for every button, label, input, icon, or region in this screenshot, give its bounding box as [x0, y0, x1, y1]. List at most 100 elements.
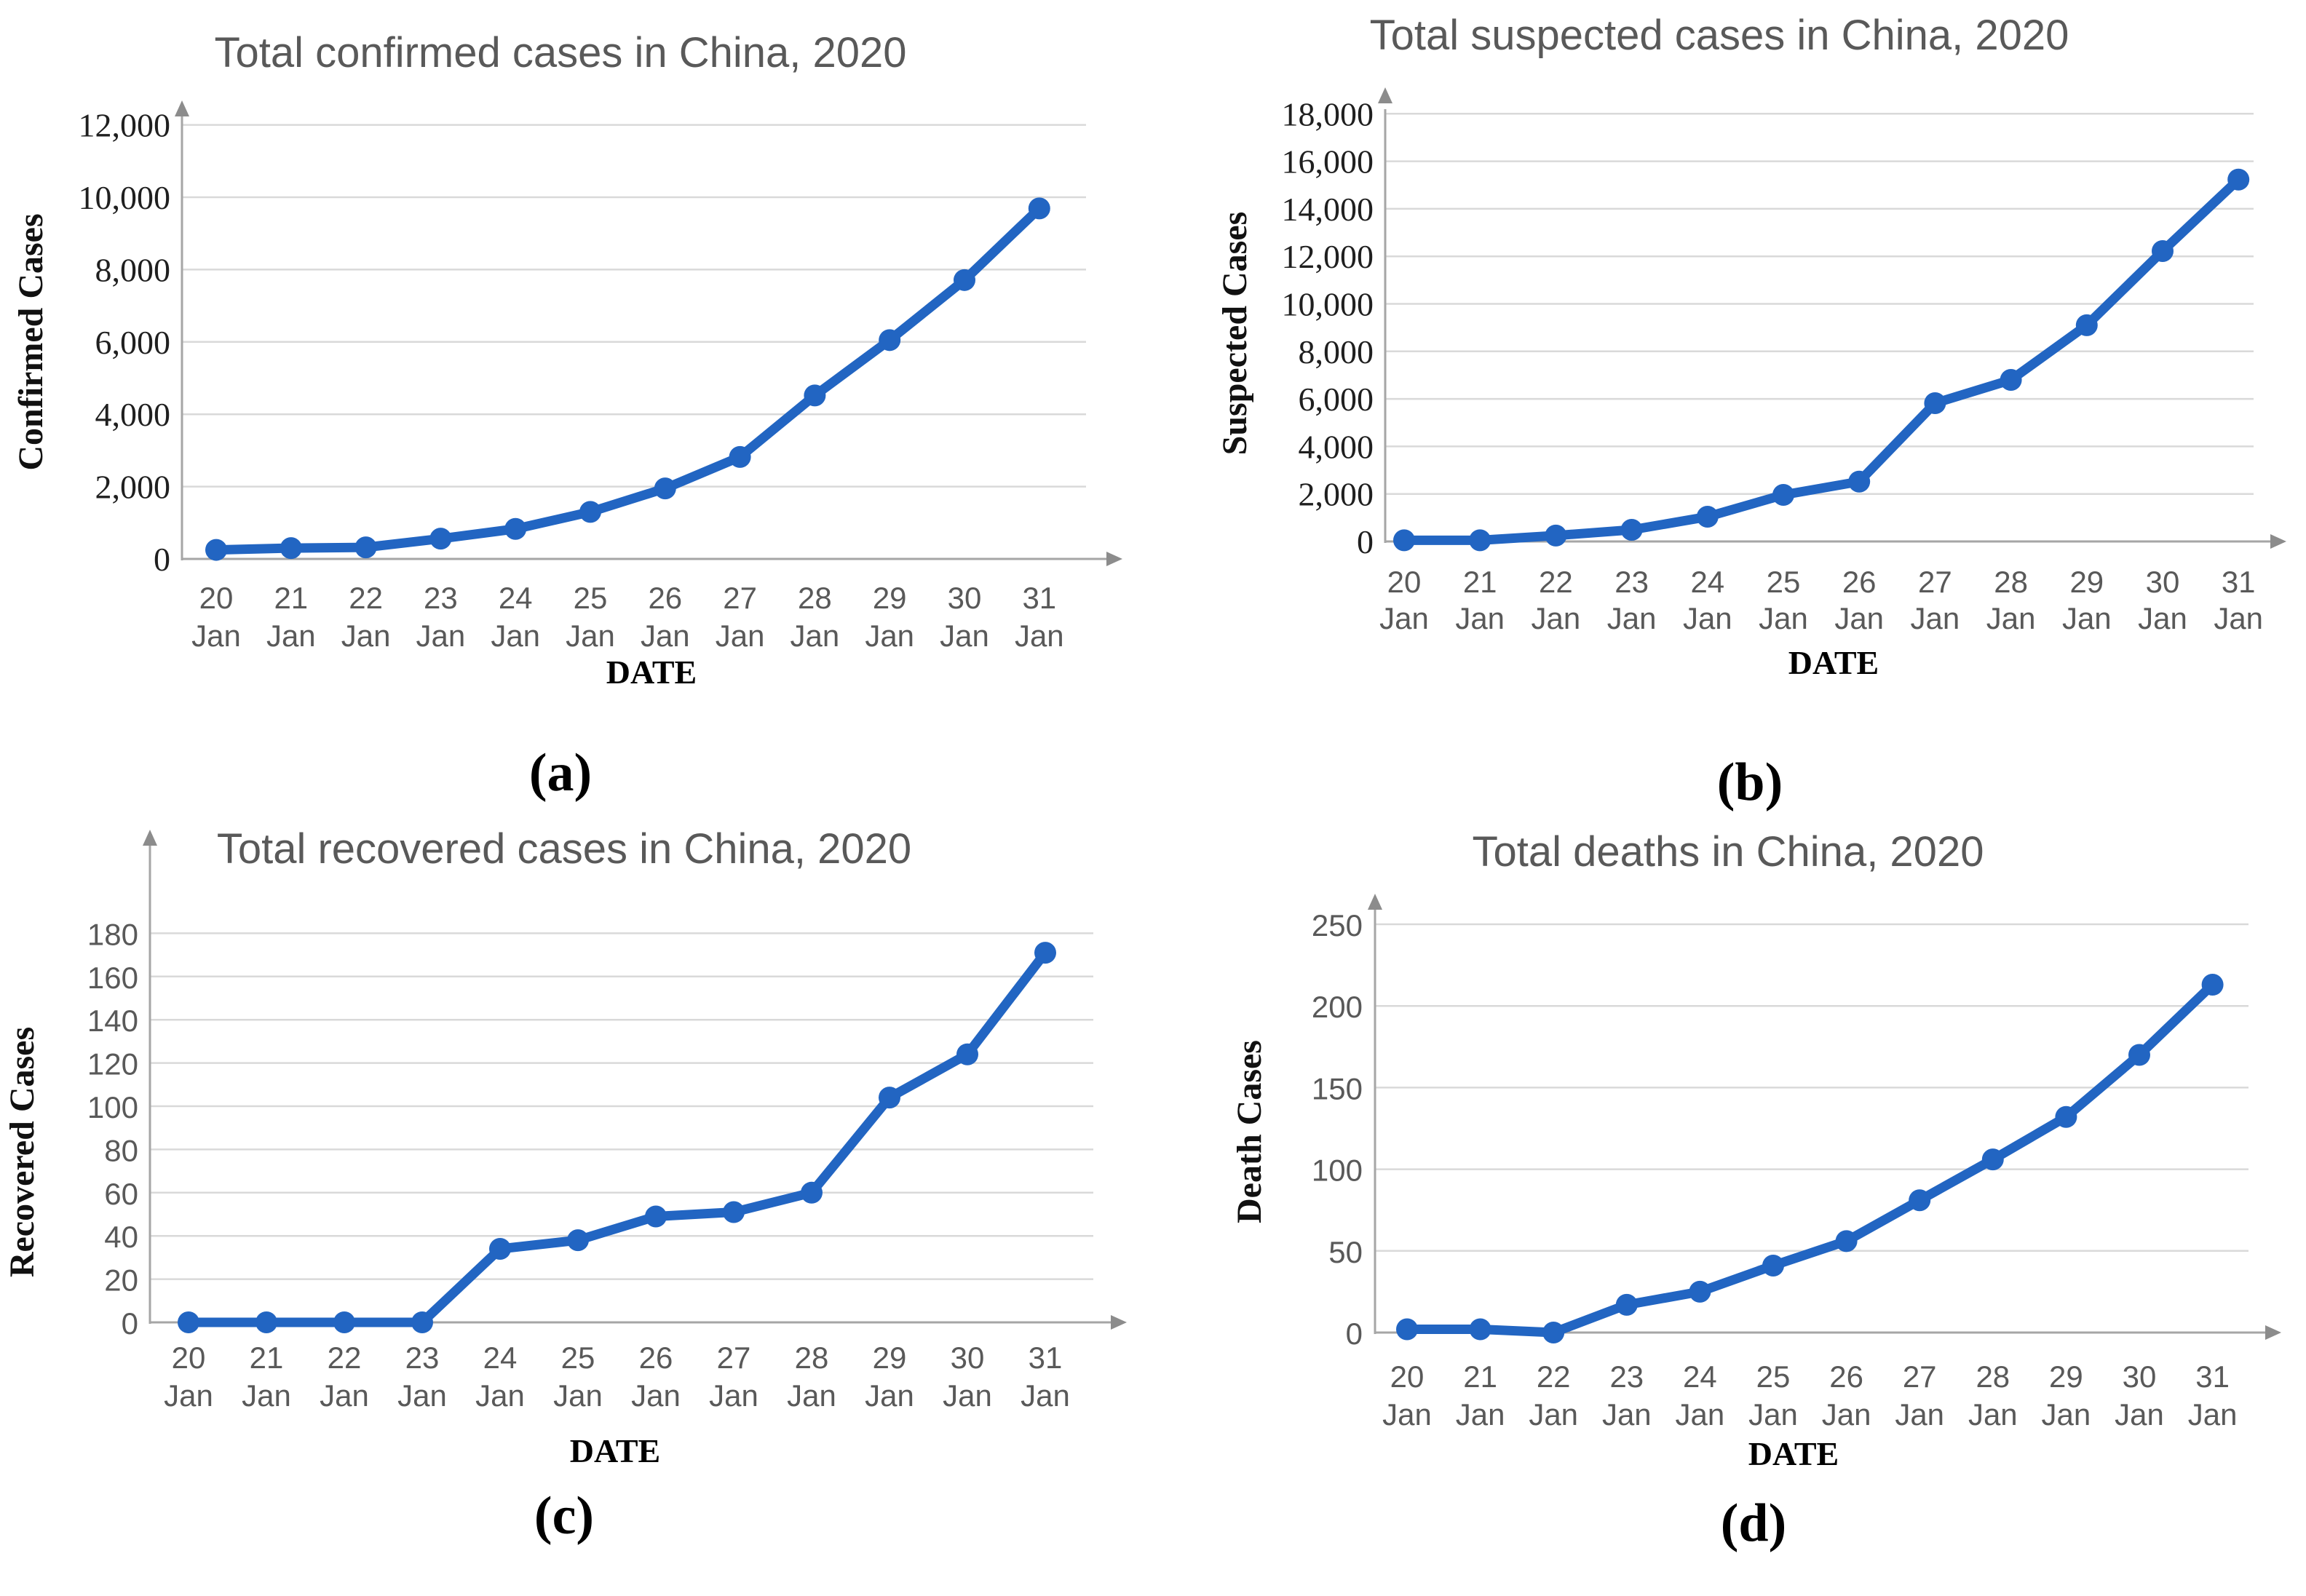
panel-caption-d: (d) [1720, 1493, 1787, 1553]
x-tick-day: 26 [1842, 565, 1877, 599]
y-tick-label: 200 [1312, 990, 1363, 1024]
y-tick-label: 0 [1357, 523, 1374, 560]
trend-line [1399, 175, 2243, 545]
x-tick-month: Jan [943, 1378, 992, 1413]
x-tick-day: 22 [1539, 565, 1573, 599]
y-tick-label: 8,000 [95, 251, 171, 288]
y-tick-label: 6,000 [95, 324, 171, 361]
panel-caption-c: (c) [534, 1486, 595, 1546]
data-point [954, 269, 975, 291]
x-tick-day: 26 [1829, 1359, 1863, 1394]
x-tick-day: 20 [199, 581, 234, 615]
x-tick-month: Jan [1015, 619, 1064, 653]
data-point [723, 1201, 745, 1223]
x-tick-month: Jan [416, 619, 466, 653]
x-tick-month: Jan [2138, 601, 2187, 635]
data-point [354, 536, 377, 559]
x-tick-day: 20 [172, 1341, 206, 1375]
x-tick-day: 23 [1609, 1359, 1644, 1394]
y-tick-label: 10,000 [1282, 286, 1374, 323]
x-tick-month: Jan [2042, 1397, 2091, 1432]
y-tick-label: 50 [1328, 1235, 1363, 1269]
x-tick-day: 27 [723, 581, 757, 615]
data-point [1689, 1280, 1711, 1303]
x-tick-day: 22 [1537, 1359, 1571, 1394]
x-tick-day: 24 [1683, 1359, 1717, 1394]
x-tick-day: 21 [1463, 1359, 1497, 1394]
y-tick-label: 100 [87, 1090, 138, 1124]
x-tick-month: Jan [1532, 601, 1581, 635]
y-tick-label: 18,000 [1282, 95, 1374, 132]
x-tick-day: 21 [250, 1341, 284, 1375]
y-axis-arrow-icon [1368, 894, 1382, 910]
x-tick-month: Jan [1455, 601, 1505, 635]
data-point [1545, 524, 1567, 547]
x-tick-month: Jan [491, 619, 540, 653]
y-tick-label: 180 [87, 917, 138, 951]
x-tick-day: 30 [2123, 1359, 2157, 1394]
y-tick-label: 20 [104, 1263, 138, 1298]
x-tick-day: 29 [2049, 1359, 2083, 1394]
x-tick-month: Jan [1834, 601, 1884, 635]
y-tick-label: 10,000 [79, 179, 171, 216]
y-tick-label: 12,000 [79, 107, 171, 144]
x-tick-month: Jan [566, 619, 615, 653]
x-tick-month: Jan [1986, 601, 2036, 635]
panel-caption-a: (a) [528, 743, 593, 803]
chart-title: Total recovered cases in China, 2020 [217, 825, 911, 873]
x-tick-month: Jan [191, 619, 241, 653]
data-point [879, 329, 901, 352]
x-tick-day: 26 [639, 1341, 673, 1375]
x-tick-day: 31 [2222, 565, 2256, 599]
x-tick-day: 31 [2195, 1359, 2230, 1394]
x-tick-month: Jan [1021, 1378, 1070, 1413]
x-tick-day: 31 [1029, 1341, 1063, 1375]
x-axis-arrow-icon [2265, 1325, 2281, 1340]
x-tick-month: Jan [787, 1378, 836, 1413]
y-tick-label: 0 [122, 1306, 138, 1341]
y-tick-label: 0 [154, 541, 170, 578]
death-cases-chart: 0 50 100 150 200 250 Total deaths in China, 20… [1230, 828, 2281, 1472]
y-axis-arrow-icon [143, 830, 157, 846]
x-tick-month: Jan [164, 1378, 213, 1413]
x-tick-day: 20 [1390, 1359, 1425, 1394]
data-point [2152, 240, 2174, 263]
x-tick-day: 24 [1690, 565, 1724, 599]
x-tick-month: Jan [1895, 1397, 1944, 1432]
data-point [1762, 1254, 1784, 1277]
x-tick-month: Jan [1529, 1397, 1578, 1432]
x-tick-day: 23 [1614, 565, 1649, 599]
y-tick-label: 12,000 [1282, 238, 1374, 275]
y-tick-label: 80 [104, 1133, 138, 1167]
x-axis-title: DATE [570, 1432, 660, 1469]
x-tick-day: 29 [873, 581, 907, 615]
x-tick-month: Jan [1607, 601, 1657, 635]
data-point [567, 1229, 589, 1252]
y-axis-title: Suspected Cases [1216, 212, 1254, 456]
x-tick-month: Jan [709, 1378, 758, 1413]
x-tick-month: Jan [631, 1378, 681, 1413]
x-tick-month: Jan [1968, 1397, 2018, 1432]
x-axis-arrow-icon [1106, 552, 1122, 566]
x-tick-day: 23 [405, 1341, 440, 1375]
data-point [645, 1205, 667, 1228]
x-axis-arrow-icon [1111, 1315, 1127, 1330]
data-point [801, 1181, 823, 1204]
data-point [1393, 529, 1415, 552]
x-tick-month: Jan [1822, 1397, 1871, 1432]
y-tick-label: 16,000 [1282, 143, 1374, 180]
trend-line [183, 948, 1050, 1327]
x-tick-month: Jan [1676, 1397, 1725, 1432]
x-tick-month: Jan [2062, 601, 2112, 635]
x-tick-month: Jan [397, 1378, 447, 1413]
x-tick-month: Jan [2188, 1397, 2238, 1432]
y-tick-label: 250 [1312, 908, 1363, 942]
data-point [2000, 368, 2022, 391]
y-axis-arrow-icon [175, 100, 189, 116]
data-point [2128, 1044, 2150, 1066]
y-tick-label: 2,000 [95, 469, 171, 506]
y-tick-label: 60 [104, 1177, 138, 1211]
data-point [429, 528, 452, 550]
data-point [1909, 1189, 1931, 1212]
